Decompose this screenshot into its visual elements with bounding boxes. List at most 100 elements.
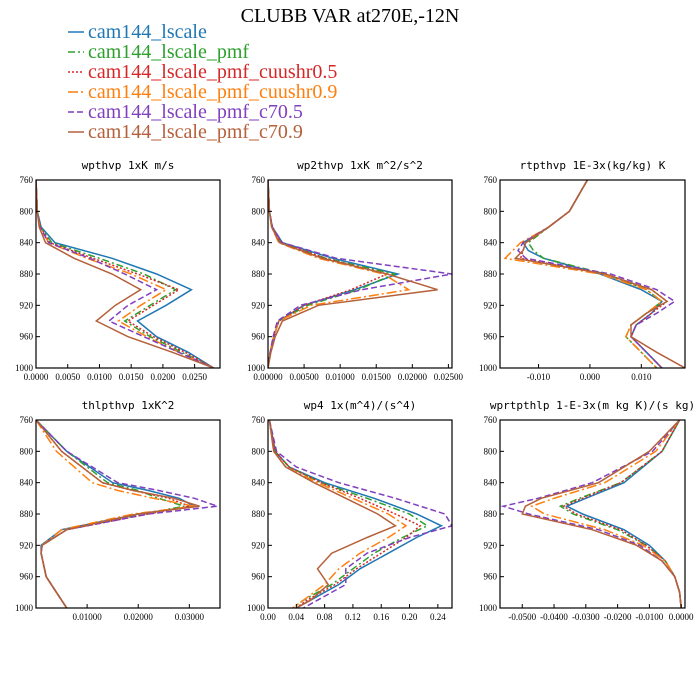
y-tick-label: 760 — [20, 175, 34, 185]
x-tick-label: -0.010 — [527, 372, 551, 382]
legend-label: cam144_lscale_pmf — [88, 41, 249, 63]
y-tick-label: 920 — [20, 540, 34, 550]
plot-frame — [267, 179, 453, 369]
x-tick-label: 0.16 — [373, 612, 389, 622]
y-tick-label: 840 — [20, 238, 34, 248]
panel-title: wp2thvp 1xK m^2/s^2 — [297, 159, 423, 172]
panel-5: wp4 1x(m^4)/(s^4)76080084088092096010000… — [247, 399, 453, 622]
series-line — [36, 180, 215, 368]
series-line — [530, 420, 682, 608]
x-tick-label: 0.24 — [430, 612, 446, 622]
x-tick-label: 0.010 — [631, 372, 652, 382]
y-tick-label: 840 — [484, 238, 498, 248]
y-tick-label: 1000 — [479, 363, 498, 373]
x-tick-label: 0.0100 — [87, 372, 112, 382]
y-tick-label: 800 — [484, 206, 498, 216]
series-line — [268, 420, 408, 608]
panel-title: wp4 1x(m^4)/(s^4) — [304, 399, 417, 412]
y-tick-label: 880 — [484, 269, 498, 279]
series-line — [268, 420, 452, 608]
series-line — [268, 420, 444, 608]
legend-label: cam144_lscale — [88, 21, 207, 43]
x-tick-label: 0.08 — [317, 612, 333, 622]
y-tick-label: 880 — [252, 509, 266, 519]
series-line — [36, 180, 214, 368]
x-tick-label: 0.01000 — [72, 612, 102, 622]
series-line — [268, 420, 422, 608]
y-tick-label: 840 — [252, 238, 266, 248]
x-tick-label: 0.02000 — [398, 372, 428, 382]
y-tick-label: 920 — [20, 300, 34, 310]
y-tick-label: 1000 — [15, 363, 34, 373]
legend-label: cam144_lscale_pmf_cuushr0.9 — [88, 81, 337, 103]
panel-title: wprtpthlp 1-E-3x(m kg K)/(s kg) — [490, 399, 695, 412]
series-line — [503, 180, 664, 368]
series-line — [36, 420, 218, 608]
x-tick-label: 0.02000 — [124, 612, 154, 622]
panel-title: rtpthvp 1E-3x(kg/kg) K — [520, 159, 666, 172]
series-line — [519, 180, 669, 368]
y-tick-label: 920 — [252, 300, 266, 310]
y-tick-label: 800 — [20, 446, 34, 456]
series-line — [513, 180, 685, 368]
y-tick-label: 960 — [20, 572, 34, 582]
y-tick-label: 960 — [20, 332, 34, 342]
plot-frame — [499, 179, 686, 369]
series-line — [527, 180, 664, 368]
x-tick-label: 0.0200 — [151, 372, 176, 382]
y-tick-label: 920 — [252, 540, 266, 550]
legend-label: cam144_lscale_pmf_c70.5 — [88, 101, 303, 123]
y-tick-label: 920 — [484, 540, 498, 550]
series-line — [268, 420, 397, 608]
panel-6: wprtpthlp 1-E-3x(m kg K)/(s kg) 760 800 840… — [479, 399, 695, 622]
y-tick-label: 760 — [484, 175, 498, 185]
y-tick-label: 760 — [20, 415, 34, 425]
legend: cam144_lscalecam144_lscale_pmfcam144_lsc… — [68, 21, 337, 143]
y-tick-label: 800 — [252, 446, 266, 456]
series-line — [268, 180, 401, 368]
x-tick-label: -0.0500 — [508, 612, 536, 622]
x-tick-label: 0.02500 — [434, 372, 464, 382]
x-tick-label: -0.0100 — [636, 612, 664, 622]
x-tick-label: 0.00000 — [253, 372, 283, 382]
y-tick-label: 800 — [252, 206, 266, 216]
series-line — [36, 420, 200, 608]
y-tick-label: 880 — [484, 509, 498, 519]
x-tick-label: -0.0200 — [604, 612, 632, 622]
panels: wpthvp 1xK m/s76080084088092096010000.00… — [15, 159, 695, 622]
x-tick-label: 0.0000 — [24, 372, 49, 382]
series-line — [561, 420, 682, 608]
series-line — [36, 180, 215, 368]
y-tick-label: 840 — [20, 478, 34, 488]
y-tick-label: 800 — [484, 446, 498, 456]
y-tick-label: 960 — [252, 332, 266, 342]
figure-title: CLUBB VAR at270E,-12N — [241, 5, 460, 27]
x-tick-label: 0.03000 — [175, 612, 205, 622]
plot-frame — [267, 419, 453, 609]
x-tick-label: 0.00 — [260, 612, 276, 622]
panel-3: rtpthvp 1E-3x(kg/kg) K 760 800 840 880 920 960… — [479, 159, 686, 382]
legend-label: cam144_lscale_pmf_cuushr0.5 — [88, 61, 337, 83]
series-line — [500, 420, 682, 608]
x-tick-label: 0.0150 — [119, 372, 144, 382]
y-tick-label: 880 — [20, 509, 34, 519]
y-tick-label: 1000 — [247, 363, 266, 373]
x-tick-label: 0.01000 — [326, 372, 356, 382]
series-line — [268, 420, 429, 608]
x-tick-label: 0.00500 — [289, 372, 319, 382]
y-tick-label: 960 — [484, 572, 498, 582]
y-tick-label: 1000 — [15, 603, 34, 613]
series-line — [268, 180, 390, 368]
x-tick-label: 0.000 — [580, 372, 601, 382]
series-line — [521, 420, 682, 608]
y-tick-label: 840 — [252, 478, 266, 488]
series-line — [268, 180, 397, 368]
y-tick-label: 800 — [20, 206, 34, 216]
panel-4: thlpthvp 1xK^2 760 800 840 880 920 960 1000 0.01… — [15, 399, 221, 622]
panel-title: thlpthvp 1xK^2 — [82, 399, 175, 412]
y-tick-label: 960 — [252, 572, 266, 582]
plot-frame — [35, 179, 221, 369]
y-tick-label: 760 — [252, 175, 266, 185]
legend-label: cam144_lscale_pmf_c70.9 — [88, 121, 303, 143]
